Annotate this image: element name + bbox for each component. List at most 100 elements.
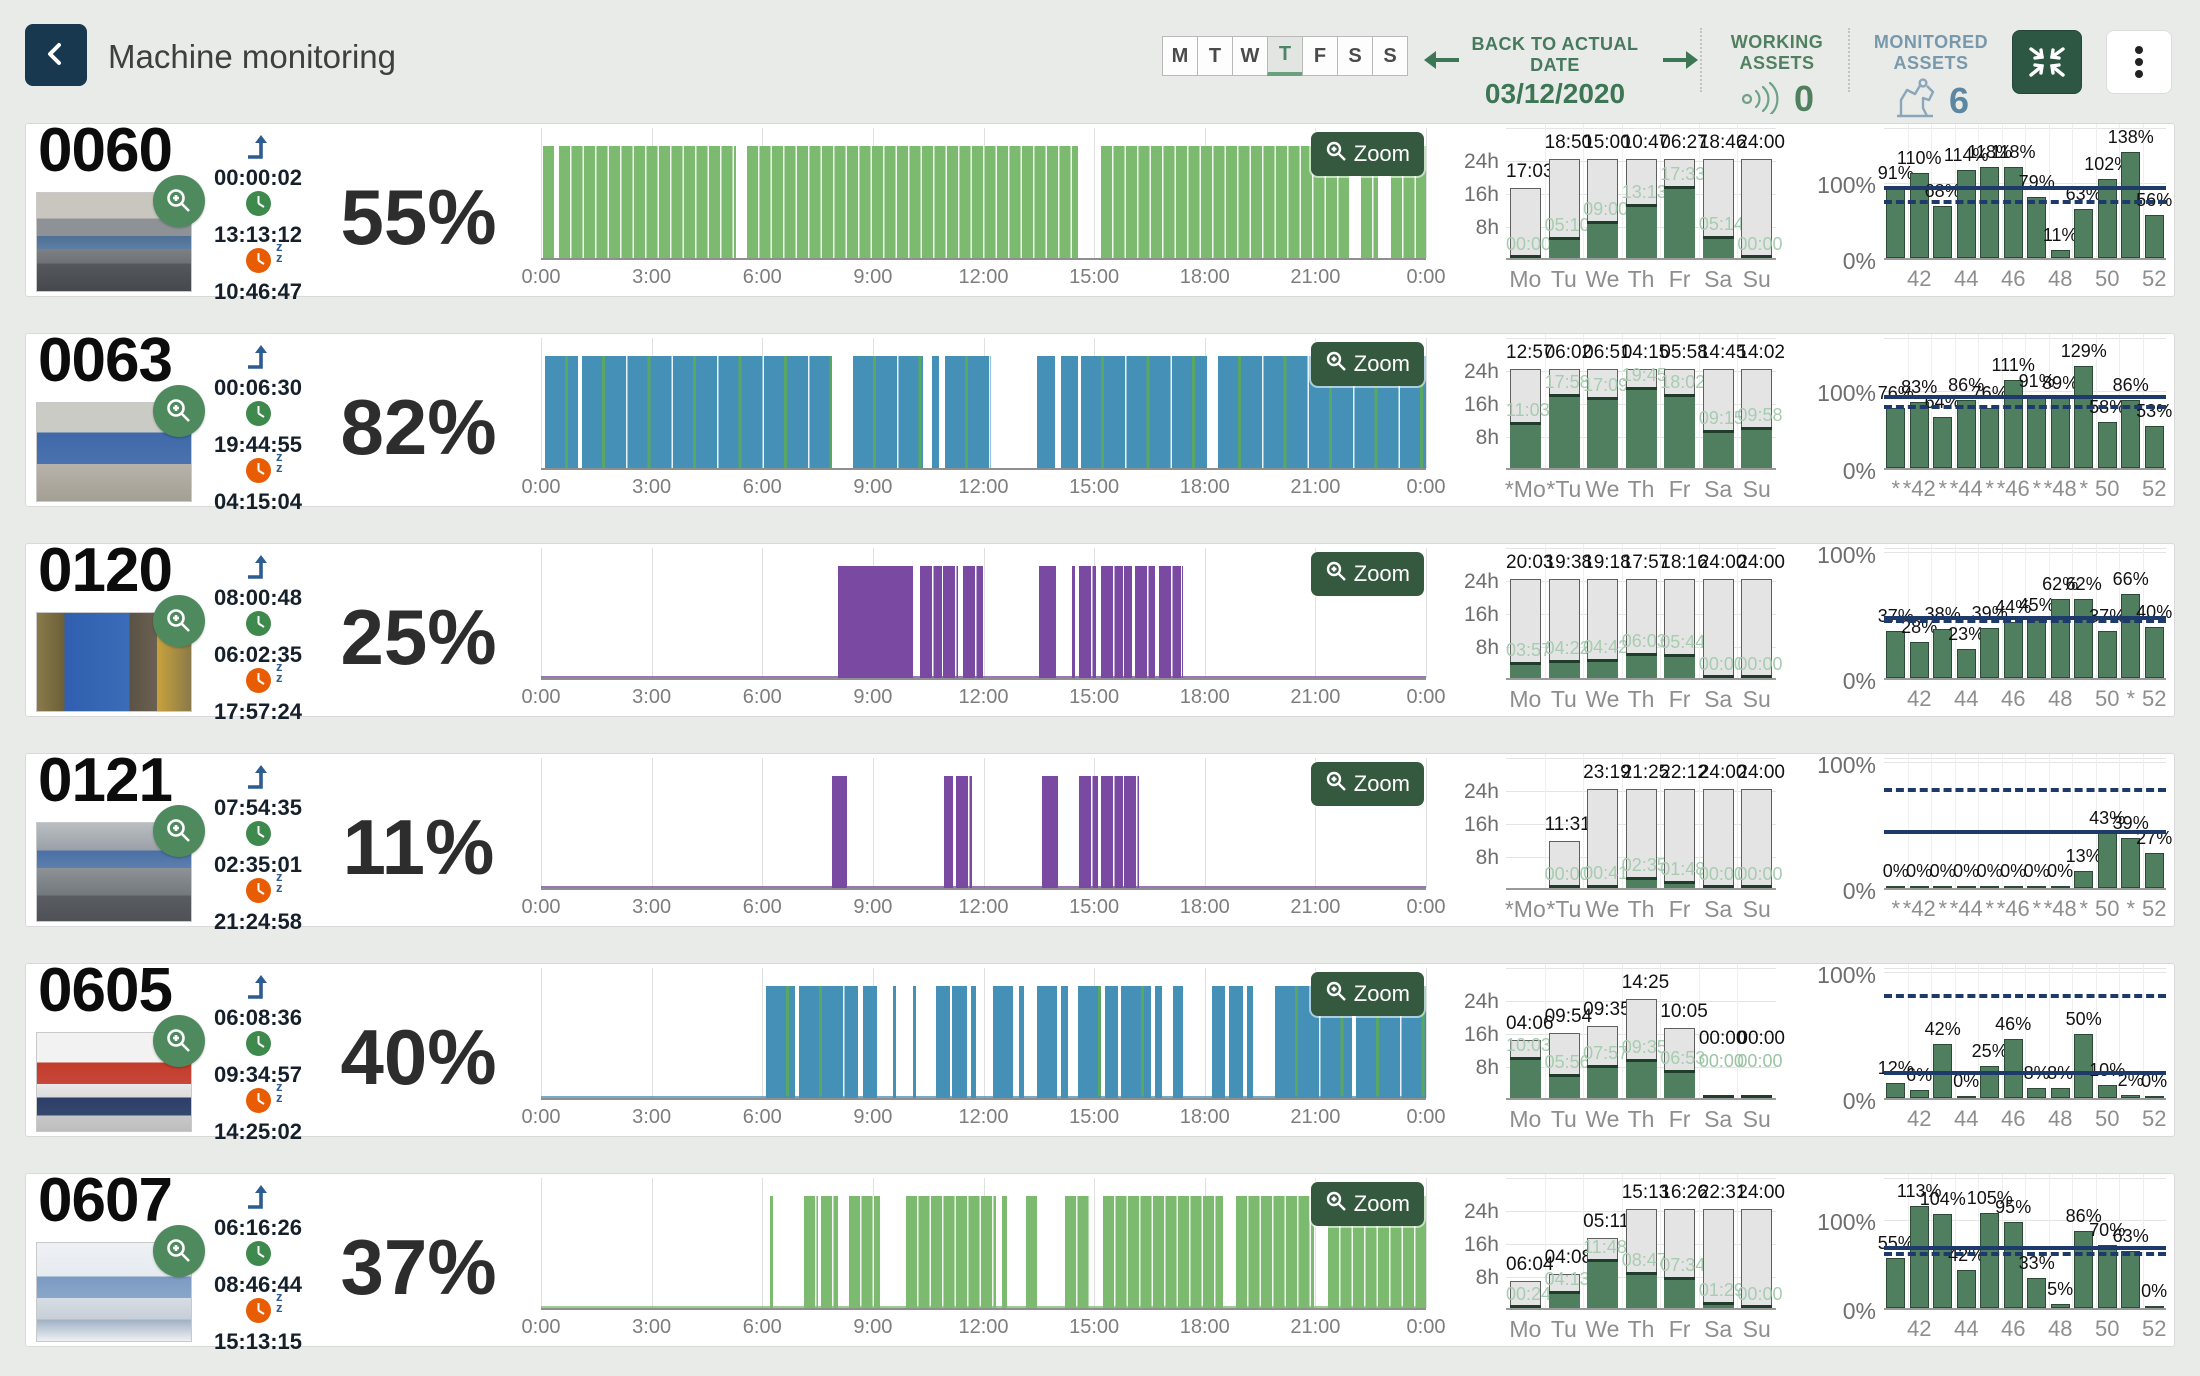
- daily-total-label: 04:08: [1544, 1246, 1593, 1268]
- machine-photo[interactable]: [36, 595, 205, 712]
- changeover-arrow-icon: [245, 554, 271, 585]
- weekly-efficiency-bar: [2144, 1305, 2164, 1308]
- daily-running-label: 05:10: [1544, 214, 1590, 235]
- weekly-efficiency-label: 62%: [2042, 573, 2079, 594]
- timeline-axis-label: 0:00: [1406, 476, 1446, 498]
- thumbnail-zoom-icon[interactable]: [153, 1225, 205, 1277]
- daily-running-label: 05:14: [1698, 214, 1744, 235]
- timeline-gridline: [541, 548, 542, 678]
- timeline-axis-label: 6:00: [742, 266, 782, 288]
- timeline-axis-label: 21:00: [1290, 266, 1341, 288]
- daily-running-bar: [1741, 1305, 1773, 1308]
- daily-running-bar: [1741, 885, 1773, 888]
- timeline-activity-segment: [1158, 566, 1184, 678]
- thumbnail-zoom-icon[interactable]: [153, 385, 205, 437]
- back-button[interactable]: [25, 24, 87, 86]
- machine-photo[interactable]: [36, 385, 205, 502]
- monitored-assets-label: MONITORED ASSETS: [1873, 32, 1989, 73]
- timeline-zoom-button[interactable]: Zoom: [1310, 132, 1424, 176]
- timeline-activity-segment: [970, 986, 977, 1098]
- magnifier-icon: [1325, 1190, 1347, 1218]
- weekly-y-label: 16h: [1463, 393, 1499, 416]
- timeline-axis-label: 9:00: [853, 266, 893, 288]
- day-button-4[interactable]: F: [1302, 36, 1338, 76]
- zoom-button-label: Zoom: [1353, 981, 1410, 1006]
- weekly-efficiency-label: 10%: [2084, 1060, 2130, 1081]
- thumbnail-zoom-icon[interactable]: [153, 175, 205, 227]
- daily-running-label: 13:13: [1621, 181, 1667, 202]
- timeline-gridline: [1426, 338, 1427, 468]
- more-options-button[interactable]: [2106, 30, 2172, 94]
- weekly-efficiency-bar: [2121, 151, 2141, 258]
- machine-photo[interactable]: [36, 1015, 205, 1132]
- weekly-efficiency-chart: 100% 0% 55% 113% 104% 42% 105% 95% 33% 5% 86% 70%…: [1814, 1174, 2174, 1348]
- timeline-activity-segment: [1036, 986, 1058, 1098]
- day-button-5[interactable]: S: [1337, 36, 1373, 76]
- previous-day-button[interactable]: [1422, 46, 1462, 77]
- timeline-zoom-button[interactable]: Zoom: [1310, 342, 1424, 386]
- weekly-efficiency-bar: [2144, 1095, 2164, 1098]
- idle-time: 21:24:58: [213, 909, 303, 934]
- weekday-axis-label: Sa: [1704, 1106, 1733, 1132]
- weekly-efficiency-bar: [1909, 173, 1929, 258]
- weekly-y-label: 24h: [1463, 360, 1499, 383]
- collapse-all-button[interactable]: [2012, 30, 2082, 94]
- timeline-activity-segment: [803, 1196, 819, 1308]
- back-to-actual-date[interactable]: BACK TO ACTUAL DATE 03/12/2020: [1455, 34, 1655, 110]
- week-axis-label: *44: [1949, 476, 1983, 501]
- weekly-efficiency-chart: 100% 0% 12%6%42%0%25%46%8%8%50%10%2%0% 4…: [1814, 962, 2174, 1138]
- day-button-0[interactable]: M: [1162, 36, 1198, 76]
- daily-total-label: 14:25: [1621, 972, 1670, 993]
- week-axis-label: 48: [2048, 1106, 2073, 1131]
- target-line-dashed: [1884, 404, 2166, 409]
- daily-running-bar: [1625, 653, 1657, 678]
- thumbnail-zoom-icon[interactable]: [153, 805, 205, 857]
- week-axis-label: 50: [2095, 896, 2120, 921]
- daily-total-label: 24:00: [1698, 762, 1747, 783]
- timeline-activity-segment: [852, 356, 923, 468]
- weekday-axis-label: Fr: [1668, 686, 1691, 712]
- weekday-axis-label: *Tu: [1546, 476, 1582, 502]
- daily-running-label: 17:09: [1583, 375, 1629, 396]
- timeline-zoom-button[interactable]: Zoom: [1310, 552, 1424, 596]
- changeover-arrow-icon: [245, 974, 271, 1005]
- daily-running-bar: [1548, 393, 1580, 468]
- weekly-efficiency-label: 13%: [2065, 846, 2102, 867]
- timeline-zoom-button[interactable]: Zoom: [1310, 762, 1424, 806]
- weekly-efficiency-label: 113%: [1896, 1181, 1942, 1202]
- machine-card-0121: 0121 07:54:35 02:35:01 z z 21:24:58 11% Zo…: [25, 750, 2175, 934]
- week-axis-label: *: [2032, 896, 2042, 921]
- timeline-axis-label: 12:00: [958, 1106, 1009, 1128]
- machine-photo[interactable]: [36, 1225, 205, 1342]
- day-button-6[interactable]: S: [1372, 36, 1408, 76]
- machine-id: 0063: [38, 326, 173, 395]
- week-axis-label: 52: [2142, 686, 2167, 711]
- weekly-efficiency-label: 110%: [1896, 148, 1942, 169]
- robot-arm-icon: [1893, 78, 1939, 123]
- machine-photo[interactable]: [36, 805, 205, 922]
- timeline-zoom-button[interactable]: Zoom: [1310, 1182, 1424, 1226]
- week-axis-label: 44: [1954, 1106, 1979, 1131]
- thumbnail-zoom-icon[interactable]: [153, 595, 205, 647]
- machine-photo[interactable]: [36, 175, 205, 292]
- weekly-efficiency-bar: [2121, 1251, 2141, 1308]
- daily-usage-chart: 24h 16h 8h 04:06 10:03 09:54 05:56 09:35 07:57 1…: [1451, 964, 1796, 1138]
- thumbnail-zoom-icon[interactable]: [153, 1015, 205, 1067]
- daily-running-label: 01:48: [1660, 858, 1706, 879]
- weekly-efficiency-bar: [1886, 187, 1906, 258]
- timeline-axis-label: 0:00: [521, 1316, 561, 1338]
- kebab-menu-icon: [2135, 42, 2143, 82]
- daily-total-label: 17:03: [1506, 160, 1554, 182]
- day-button-3[interactable]: T: [1267, 36, 1303, 76]
- daily-running-label: 17:58: [1544, 371, 1590, 392]
- timeline-zoom-button[interactable]: Zoom: [1310, 972, 1424, 1016]
- weekly-efficiency-bar: [2121, 400, 2141, 468]
- day-button-2[interactable]: W: [1232, 36, 1268, 76]
- daily-total-bar: [1510, 579, 1541, 678]
- changeover-time: 08:00:48: [213, 585, 303, 610]
- daily-running-bar: [1625, 877, 1657, 888]
- weekday-axis-label: Tu: [1550, 686, 1577, 712]
- next-day-button[interactable]: [1660, 46, 1700, 77]
- day-button-1[interactable]: T: [1197, 36, 1233, 76]
- timeline-gridline: [1315, 758, 1317, 888]
